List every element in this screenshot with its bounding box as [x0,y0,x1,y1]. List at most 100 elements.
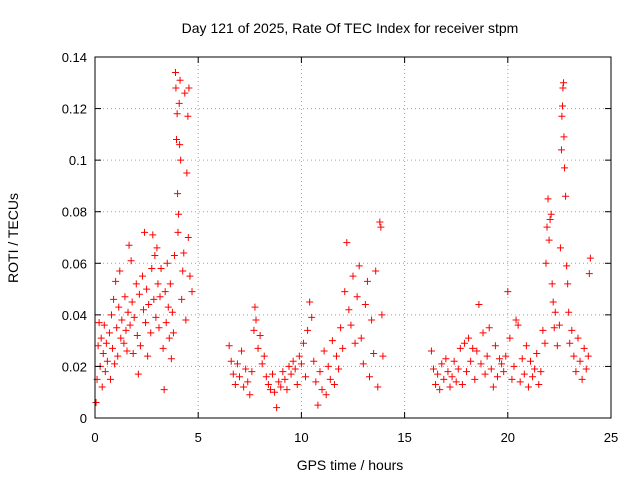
data-point [548,280,556,288]
data-point [347,321,355,329]
data-point [485,324,493,332]
data-point [561,164,569,172]
data-point [170,252,178,260]
data-point [118,316,126,324]
data-point [560,79,568,87]
data-point [370,350,378,358]
data-point [140,306,148,314]
data-point [133,331,141,339]
data-point [184,234,192,241]
data-point [543,223,551,231]
data-point [144,352,152,360]
data-point [458,380,466,388]
data-point [427,347,435,355]
data-point [258,360,266,368]
data-point [160,386,168,394]
data-point [345,306,353,314]
data-point [105,329,113,337]
data-point [310,357,318,365]
data-point [546,215,554,223]
data-point [556,244,564,252]
data-point [473,347,481,355]
data-point [235,373,243,381]
data-point [337,324,345,332]
data-point [109,344,117,352]
data-point [112,277,120,285]
data-point [227,357,235,365]
data-point [541,339,549,347]
data-point [185,84,193,92]
data-point [154,280,162,288]
data-point [578,375,586,383]
data-point [174,228,182,236]
data-point [332,352,340,360]
data-point [565,308,573,316]
data-point [440,375,448,383]
data-point [522,342,530,350]
data-point [149,231,157,239]
data-point [349,272,357,280]
data-point [318,386,326,394]
y-axis-label: ROTI / TECUs [5,193,21,283]
data-point [379,352,387,360]
data-point [465,334,473,342]
data-point [549,298,557,306]
data-point [335,365,343,373]
data-point [95,319,103,327]
x-tick-label: 10 [294,430,308,445]
data-point [355,262,363,270]
data-point [116,267,124,275]
data-point [125,241,133,249]
data-point [262,373,270,381]
data-point [320,347,328,355]
data-point [167,355,175,363]
data-point [308,313,316,321]
data-point [179,267,187,275]
data-point [322,391,330,399]
axes: 0 0.02 0.04 0.06 0.08 0.1 0.12 0.14 0 5 10 15 20 25 [62,50,619,445]
data-point [273,404,281,412]
data-point [498,360,506,368]
data-point [529,373,537,381]
data-point [302,373,310,381]
data-point [295,352,303,360]
y-tick-label: 0 [80,411,87,426]
data-point [152,313,160,321]
data-point [111,360,119,368]
data-point [244,378,252,386]
data-point [173,136,181,144]
data-point [251,303,259,311]
data-point [124,308,132,316]
data-point [94,342,102,350]
data-point [570,352,578,360]
data-point [271,388,279,396]
data-point [328,337,336,345]
data-point [166,280,174,288]
data-point [188,288,196,296]
data-point [248,368,256,376]
data-point [454,365,462,373]
data-point [164,303,172,311]
data-point [127,257,135,265]
data-point [114,352,122,360]
data-point [264,380,272,388]
data-point [560,133,568,141]
data-point [326,375,334,383]
data-point [225,342,233,350]
data-point [514,321,522,329]
data-point [467,357,475,365]
data-point [510,362,518,370]
data-point [177,156,185,164]
data-point [366,373,374,381]
data-point [108,311,116,319]
data-point [500,368,508,376]
data-point [181,89,189,97]
data-point [545,236,553,244]
data-point [339,344,347,352]
data-point [312,378,320,386]
grid [95,57,611,418]
data-point [304,326,312,334]
y-tick-label: 0.04 [62,308,87,323]
data-point [156,293,164,301]
